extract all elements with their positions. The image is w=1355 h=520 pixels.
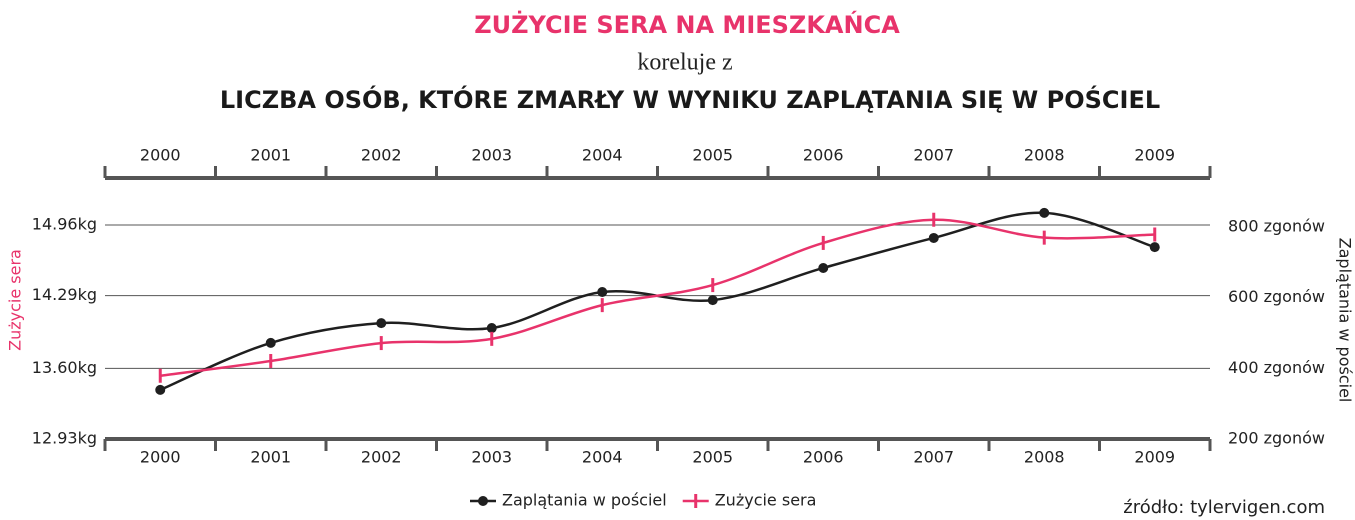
source: źródło: tylervigen.com — [1123, 497, 1325, 518]
x-tick-label: 2009 — [1134, 146, 1175, 165]
legend-label: Zaplątania w pościel — [502, 491, 667, 510]
y2-tick-label: 800 zgonów — [1228, 216, 1325, 235]
x-tick-label: 2005 — [692, 448, 733, 467]
x-tick-label: 2005 — [692, 146, 733, 165]
series-line — [160, 218, 1155, 377]
chart-title: ZUŻYCIE SERA NA MIESZKAŃCA — [474, 10, 900, 39]
y-tick-label: 14.29kg — [32, 285, 97, 304]
x-tick-label: 2009 — [1134, 448, 1175, 467]
chart-subtitle: koreluje z — [637, 50, 732, 76]
legend-label: Zużycie sera — [715, 491, 817, 510]
x-tick-label: 2004 — [582, 448, 623, 467]
x-tick-label: 2006 — [803, 448, 844, 467]
y2-tick-label: 200 zgonów — [1228, 429, 1325, 448]
y2-tick-label: 400 zgonów — [1228, 358, 1325, 377]
point — [818, 262, 829, 273]
x-tick-label: 2003 — [471, 146, 512, 165]
chart-title-2: LICZBA OSÓB, KTÓRE ZMARŁY W WYNIKU ZAPLĄ… — [220, 84, 1160, 114]
point — [265, 337, 276, 348]
x-tick-label: 2000 — [140, 448, 181, 467]
x-tick-label: 2003 — [471, 448, 512, 467]
x-tick-label: 2001 — [250, 448, 291, 467]
x-tick-label: 2007 — [913, 146, 954, 165]
point — [707, 295, 718, 306]
y-tick-label: 14.96kg — [32, 215, 97, 234]
y-tick-label: 12.93kg — [32, 429, 97, 448]
point — [597, 287, 608, 298]
x-tick-label: 2008 — [1024, 146, 1065, 165]
y2-axis-label: Zaplątania w pościel — [1336, 238, 1355, 403]
y-axis-label: Zużycie sera — [6, 249, 25, 351]
point — [376, 318, 387, 329]
series-line — [159, 211, 1156, 392]
legend-marker — [478, 496, 488, 506]
point — [155, 384, 166, 395]
x-tick-label: 2007 — [913, 448, 954, 467]
y2-tick-label: 600 zgonów — [1228, 287, 1325, 306]
point — [1149, 242, 1160, 253]
point — [928, 232, 939, 243]
point — [486, 323, 497, 334]
x-tick-label: 2002 — [361, 448, 402, 467]
y-tick-label: 13.60kg — [32, 358, 97, 377]
x-tick-label: 2000 — [140, 146, 181, 165]
x-tick-label: 2008 — [1024, 448, 1065, 467]
x-tick-label: 2001 — [250, 146, 291, 165]
point — [1039, 207, 1050, 218]
x-tick-label: 2002 — [361, 146, 402, 165]
x-tick-label: 2006 — [803, 146, 844, 165]
x-tick-label: 2004 — [582, 146, 623, 165]
